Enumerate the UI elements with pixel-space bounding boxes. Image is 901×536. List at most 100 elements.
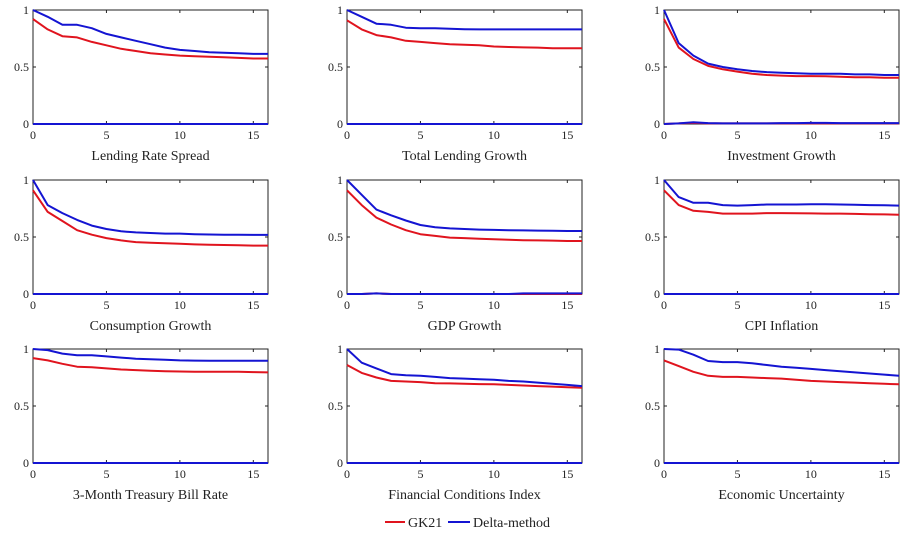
panel: 0 5 10 15 0 0.5 1 3-Month Treasury Bill Rate: [14, 342, 269, 503]
x-tick-label: 15: [878, 298, 890, 312]
plot-box: [32, 179, 269, 295]
y-tick-label: 0: [654, 117, 660, 131]
x-tick-label: 15: [561, 128, 573, 142]
delta-method-line-upper: [32, 9, 268, 55]
x-tick-label: 15: [247, 298, 259, 312]
y-tick-label: 0.5: [328, 399, 343, 413]
y-tick-label: 1: [337, 173, 343, 187]
panel: 0 5 10 15 0 0.5 1 Financial Conditions Index: [328, 342, 583, 503]
panel-title: Economic Uncertainty: [718, 488, 844, 503]
x-tick-label: 10: [488, 467, 500, 481]
panel-title: Financial Conditions Index: [388, 488, 540, 503]
x-tick-label: 5: [734, 298, 740, 312]
x-tick-label: 15: [561, 467, 573, 481]
x-tick-label: 0: [661, 467, 667, 481]
plot-box: [346, 179, 583, 295]
legend: GK21 Delta-method: [385, 516, 550, 531]
y-tick-label: 1: [23, 3, 29, 17]
x-tick-label: 15: [561, 298, 573, 312]
x-tick-label: 5: [417, 298, 423, 312]
x-tick-label: 0: [661, 128, 667, 142]
x-tick-label: 0: [30, 298, 36, 312]
y-tick-label: 0: [654, 287, 660, 301]
x-tick-label: 0: [344, 467, 350, 481]
x-tick-label: 15: [878, 128, 890, 142]
y-tick-label: 0.5: [328, 230, 343, 244]
y-tick-label: 1: [654, 3, 660, 17]
panel: 0 5 10 15 0 0.5 1 Investment Growth: [645, 3, 900, 164]
panel: 0 5 10 15 0 0.5 1 GDP Growth: [328, 173, 583, 334]
gk21-line-upper: [663, 18, 899, 79]
y-tick-label: 0.5: [645, 60, 660, 74]
delta-method-line-upper: [32, 179, 268, 236]
gk21-line-upper: [663, 189, 900, 216]
legend-label: GK21: [408, 516, 442, 531]
x-tick-label: 0: [30, 128, 36, 142]
plot-box: [663, 9, 900, 125]
x-tick-label: 10: [805, 298, 817, 312]
x-tick-label: 15: [878, 467, 890, 481]
panel-title: Total Lending Growth: [402, 149, 527, 164]
gk21-line-upper: [32, 189, 268, 247]
y-tick-label: 0: [654, 456, 660, 470]
x-tick-label: 0: [344, 298, 350, 312]
gk21-line-upper: [346, 364, 583, 389]
plot-box: [346, 9, 583, 125]
y-tick-label: 0: [337, 456, 343, 470]
y-tick-label: 0: [337, 287, 343, 301]
panel: 0 5 10 15 0 0.5 1 Lending Rate Spread: [14, 3, 269, 164]
delta-method-line-upper: [346, 179, 582, 232]
y-tick-label: 1: [654, 342, 660, 356]
panel: 0 5 10 15 0 0.5 1 Total Lending Growth: [328, 3, 583, 164]
x-tick-label: 10: [174, 128, 186, 142]
gk21-line-upper: [346, 189, 582, 242]
panel-title: Consumption Growth: [90, 319, 212, 334]
x-tick-label: 5: [103, 128, 109, 142]
delta-method-line-lower: [347, 292, 582, 295]
delta-method-line-upper: [346, 9, 582, 31]
panel-title: GDP Growth: [428, 319, 502, 334]
gk21-line-upper: [32, 18, 268, 60]
panel: 0 5 10 15 0 0.5 1 Economic Uncertainty: [645, 342, 900, 503]
x-tick-label: 0: [30, 467, 36, 481]
x-tick-label: 5: [103, 298, 109, 312]
y-tick-label: 0.5: [328, 60, 343, 74]
panel-title: 3-Month Treasury Bill Rate: [73, 488, 228, 503]
y-tick-label: 0.5: [645, 399, 660, 413]
x-tick-label: 10: [805, 467, 817, 481]
plot-box: [32, 348, 269, 464]
plot-box: [663, 179, 900, 295]
delta-method-line-upper: [663, 348, 900, 377]
x-tick-label: 10: [174, 298, 186, 312]
x-tick-label: 5: [734, 128, 740, 142]
y-tick-label: 0.5: [14, 230, 29, 244]
y-tick-label: 1: [23, 173, 29, 187]
panel: 0 5 10 15 0 0.5 1 Consumption Growth: [14, 173, 269, 334]
y-tick-label: 0: [23, 456, 29, 470]
delta-method-line-lower: [663, 121, 899, 125]
y-tick-label: 0: [337, 117, 343, 131]
x-tick-label: 10: [488, 298, 500, 312]
y-tick-label: 0: [23, 117, 29, 131]
x-tick-label: 15: [247, 467, 259, 481]
y-tick-label: 0.5: [645, 230, 660, 244]
delta-method-line-upper: [663, 179, 900, 207]
panel-title: Lending Rate Spread: [91, 149, 209, 164]
x-tick-label: 5: [417, 128, 423, 142]
x-tick-label: 5: [417, 467, 423, 481]
legend-label: Delta-method: [473, 516, 550, 531]
y-tick-label: 1: [337, 3, 343, 17]
delta-method-line-upper: [32, 348, 268, 362]
x-tick-label: 0: [344, 128, 350, 142]
y-tick-label: 1: [654, 173, 660, 187]
panel-title: Investment Growth: [727, 149, 835, 164]
panel: 0 5 10 15 0 0.5 1 CPI Inflation: [645, 173, 900, 334]
plot-box: [346, 348, 583, 464]
panel-title: CPI Inflation: [745, 319, 819, 334]
y-tick-label: 0.5: [14, 60, 29, 74]
plot-box: [32, 9, 269, 125]
gk21-line-upper: [663, 359, 900, 386]
x-tick-label: 5: [734, 467, 740, 481]
y-tick-label: 1: [23, 342, 29, 356]
